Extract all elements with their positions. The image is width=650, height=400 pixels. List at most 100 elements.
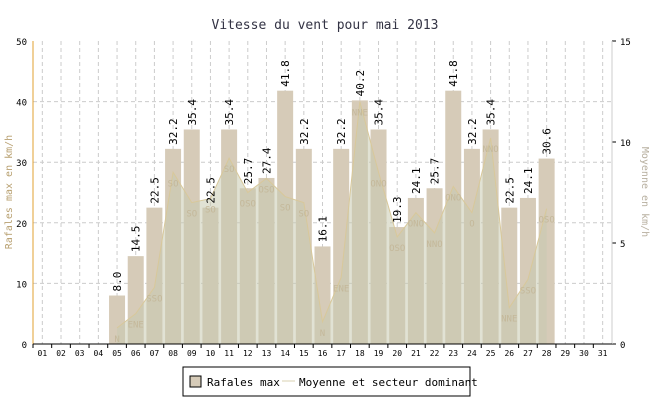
x-tick-label: 03 (75, 349, 85, 358)
sector-label: SO (205, 206, 216, 216)
sector-label: ONO (445, 193, 461, 203)
bar-value-label: 40.2 (354, 70, 367, 97)
bar-value-label: 16.1 (317, 216, 330, 243)
bar-value-label: 22.5 (204, 177, 217, 204)
bar-value-label: 32.2 (466, 118, 479, 145)
bar-value-label: 32.2 (167, 118, 180, 145)
x-tick-label: 06 (131, 349, 141, 358)
sector-label: SO (168, 179, 179, 189)
sector-label: NNO (426, 240, 442, 250)
y-tick-label: 20 (16, 220, 27, 230)
x-tick-label: 30 (579, 349, 589, 358)
x-tick-label: 24 (467, 349, 477, 358)
x-tick-label: 10 (206, 349, 216, 358)
y2-tick-label: 10 (620, 139, 631, 149)
x-tick-label: 23 (448, 349, 458, 358)
sector-label: SO (224, 165, 235, 175)
bar-value-label: 35.4 (186, 99, 199, 126)
bar-value-label: 27.4 (260, 147, 273, 174)
bar-value-label: 32.2 (335, 118, 348, 145)
y-tick-label: 40 (16, 99, 27, 109)
x-tick-label: 18 (355, 349, 365, 358)
sector-label: SSO (520, 286, 536, 296)
sector-label: SO (298, 210, 309, 220)
bar-value-label: 32.2 (298, 118, 311, 145)
x-tick-label: 08 (168, 349, 178, 358)
bar-value-label: 35.4 (373, 99, 386, 126)
bar-value-label: 41.8 (279, 60, 292, 87)
sector-label: OSO (389, 244, 405, 254)
x-tick-label: 02 (56, 349, 66, 358)
legend: Rafales max Moyenne et secteur dominant (182, 366, 478, 397)
sector-label: SO (280, 204, 291, 214)
sector-label: SSO (146, 294, 162, 304)
sector-label: ONO (370, 179, 386, 189)
mean-line (116, 101, 548, 329)
y-axis-label: Rafales max en km/h (4, 135, 15, 249)
sector-label: O (469, 220, 474, 230)
x-tick-label: 21 (411, 349, 421, 358)
x-tick-label: 16 (318, 349, 328, 358)
bar-value-label: 22.5 (148, 177, 161, 204)
legend-label-line: Moyenne et secteur dominant (299, 376, 478, 389)
sector-label: ONO (408, 220, 424, 230)
y2-tick-label: 5 (620, 240, 625, 250)
y-tick-label: 10 (16, 280, 27, 290)
x-tick-label: 09 (187, 349, 197, 358)
x-tick-label: 26 (504, 349, 514, 358)
sector-label: OSO (240, 200, 256, 210)
mean-area (117, 101, 547, 344)
bar-value-label: 24.1 (410, 167, 423, 194)
bar-value-label: 35.4 (223, 99, 236, 126)
y2-axis-label: Moyenne en km/h (639, 147, 650, 237)
x-tick-label: 11 (224, 349, 234, 358)
sector-label: NNO (482, 145, 498, 155)
sector-label: N (320, 329, 325, 339)
sector-label: ENE (128, 321, 144, 331)
x-tick-label: 01 (38, 349, 48, 358)
x-tick-label: 04 (94, 349, 104, 358)
sector-label: OSO (258, 185, 274, 195)
y-tick-label: 50 (16, 38, 27, 48)
x-tick-label: 22 (430, 349, 440, 358)
bar-value-label: 41.8 (447, 60, 460, 87)
x-tick-label: 27 (523, 349, 533, 358)
bar-value-label: 8.0 (111, 272, 124, 292)
x-tick-label: 17 (336, 349, 346, 358)
bar-value-label: 14.5 (130, 226, 143, 253)
legend-swatch-bar (189, 375, 202, 388)
legend-label-bar: Rafales max (207, 376, 280, 389)
sector-label: SO (186, 210, 197, 220)
bar-value-label: 25.7 (429, 158, 442, 185)
bar-value-label: 30.6 (541, 128, 554, 155)
chart-title: Vitesse du vent pour mai 2013 (212, 18, 439, 33)
x-tick-label: 15 (299, 349, 309, 358)
y2-tick-label: 0 (620, 341, 625, 351)
bar-value-label: 22.5 (503, 177, 516, 204)
sector-label: N (114, 335, 119, 345)
sector-label: ENE (333, 284, 349, 294)
sector-label: NNE (352, 109, 368, 119)
bar-value-label: 19.3 (391, 197, 404, 224)
x-tick-label: 31 (598, 349, 608, 358)
y-tick-label: 0 (22, 341, 27, 351)
x-tick-label: 14 (280, 349, 290, 358)
x-tick-label: 29 (560, 349, 570, 358)
x-tick-label: 13 (262, 349, 272, 358)
x-tick-label: 12 (243, 349, 253, 358)
bar-value-label: 25.7 (242, 158, 255, 185)
x-tick-label: 20 (392, 349, 402, 358)
x-tick-label: 28 (542, 349, 552, 358)
bar-value-label: 24.1 (522, 167, 535, 194)
x-tick-label: 07 (150, 349, 160, 358)
x-tick-label: 25 (486, 349, 496, 358)
x-tick-label: 05 (112, 349, 122, 358)
sector-label: OSO (538, 216, 554, 226)
bar-value-label: 35.4 (485, 99, 498, 126)
y-tick-label: 30 (16, 159, 27, 169)
sector-label: NNE (501, 315, 517, 325)
y2-tick-label: 15 (620, 38, 631, 48)
x-tick-label: 19 (374, 349, 384, 358)
